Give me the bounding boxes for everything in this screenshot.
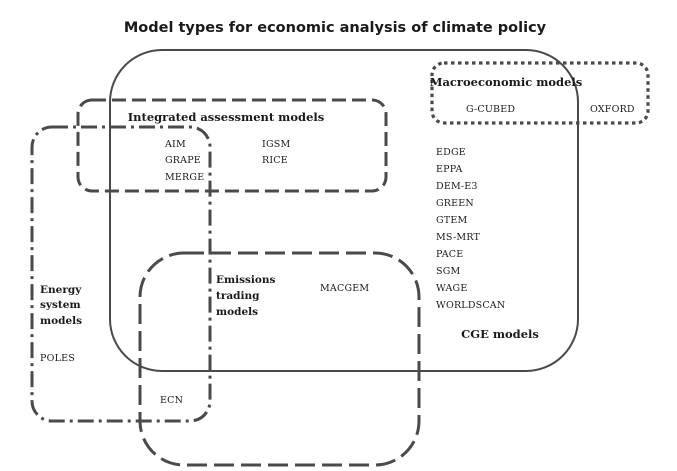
model-name: GRAPE [165, 155, 201, 166]
model-name: G-CUBED [466, 104, 515, 115]
cge-models-label: CGE models [461, 327, 539, 341]
svg-text:Energy: Energy [40, 284, 82, 296]
model-name: AIM [164, 139, 186, 150]
emissions-trading-models-region [138, 251, 421, 467]
svg-text:models: models [216, 306, 258, 318]
model-name: ECN [160, 395, 183, 406]
diagram-title: Model types for economic analysis of cli… [124, 20, 547, 36]
integrated-assessment-models-region [76, 98, 388, 193]
model-name: OXFORD [590, 104, 635, 115]
svg-text:Emissions: Emissions [216, 274, 276, 286]
emissions-trading-models-label: Emissions trading models [216, 274, 276, 318]
cge-model-list: EDGE EPPA DEM-E3 GREEN GTEM MS-MRT PACE … [436, 147, 505, 311]
cge-models-region [109, 49, 579, 372]
model-name: EDGE [436, 147, 466, 158]
model-name: MS-MRT [436, 232, 481, 243]
model-name: IGSM [262, 139, 290, 150]
model-name: MACGEM [320, 283, 369, 294]
model-name: GREEN [436, 198, 474, 209]
model-name: POLES [40, 353, 75, 364]
model-name: PACE [436, 249, 463, 260]
energy-system-models-region [30, 125, 212, 423]
model-name: MERGE [165, 172, 204, 183]
integrated-assessment-models-label: Integrated assessment models [128, 110, 324, 124]
energy-system-models-label: Energy system models [40, 284, 82, 327]
model-name: DEM-E3 [436, 181, 478, 192]
svg-text:trading: trading [216, 290, 260, 302]
svg-text:models: models [40, 315, 82, 327]
model-name: WORLDSCAN [436, 300, 505, 311]
model-name: SGM [436, 266, 460, 277]
model-name: WAGE [436, 283, 467, 294]
model-name: EPPA [436, 164, 463, 175]
macroeconomic-models-label: Macroeconomic models [430, 75, 583, 89]
model-name: RICE [262, 155, 288, 166]
model-name: GTEM [436, 215, 467, 226]
svg-text:system: system [40, 299, 81, 311]
